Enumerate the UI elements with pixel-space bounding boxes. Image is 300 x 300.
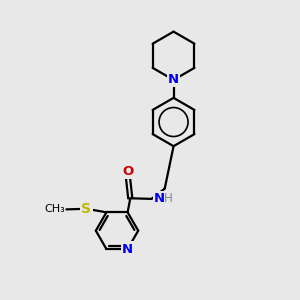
Text: N: N [168,74,179,86]
Text: N: N [154,192,165,206]
Text: CH₃: CH₃ [44,204,65,214]
Text: O: O [122,165,134,178]
Text: H: H [164,192,173,205]
Text: S: S [81,202,92,216]
Text: N: N [122,242,133,256]
